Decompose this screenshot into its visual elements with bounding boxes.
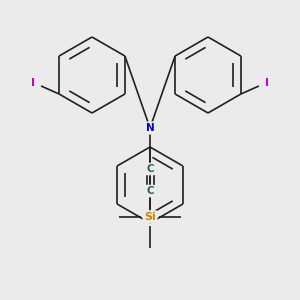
Text: C: C	[146, 164, 154, 174]
Text: I: I	[31, 78, 35, 88]
Text: C: C	[146, 186, 154, 196]
Text: I: I	[265, 78, 269, 88]
Text: Si: Si	[144, 212, 156, 222]
Text: N: N	[146, 123, 154, 133]
